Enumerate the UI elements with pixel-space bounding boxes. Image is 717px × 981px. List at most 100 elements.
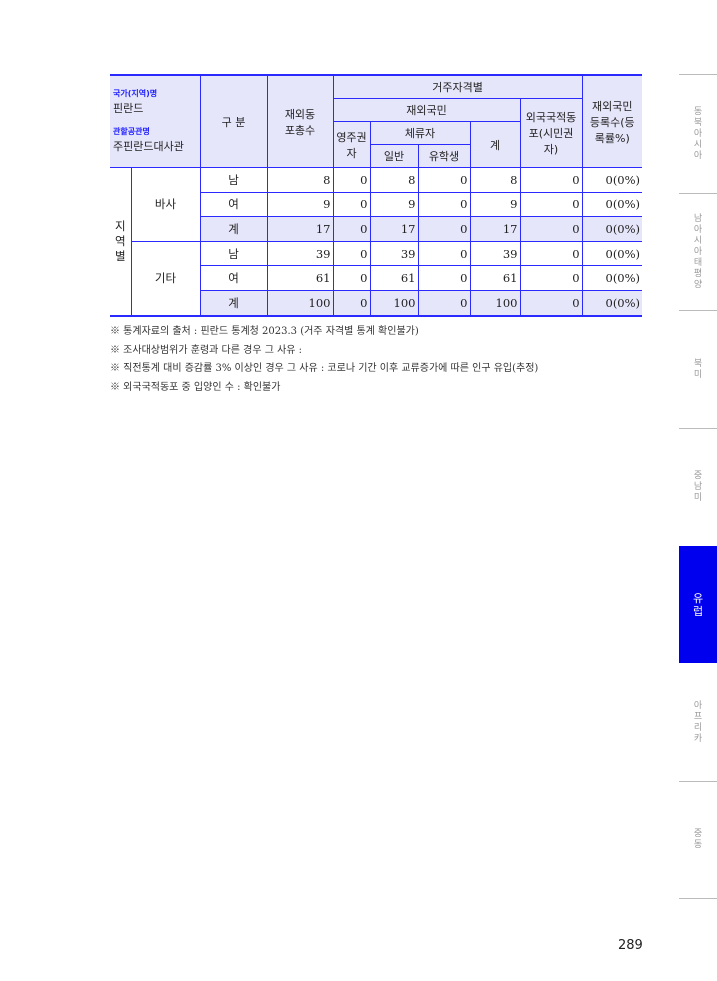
country-name: 핀란드	[113, 102, 144, 115]
permanent-header: 영주권자	[332, 121, 371, 168]
side-tab-7[interactable]: 중동	[679, 782, 717, 898]
table-row: 계 17 0 17 0 17 0 0(0%)	[110, 216, 643, 242]
registered-cell: 0(0%)	[581, 167, 643, 193]
registered-cell: 0(0%)	[581, 216, 643, 242]
table-row: 여 9 0 9 0 9 0 0(0%)	[110, 191, 643, 218]
permanent-cell: 0	[332, 240, 371, 267]
sex-cell: 계	[199, 216, 268, 242]
residence-header: 거주자격별	[332, 74, 583, 99]
divider	[679, 310, 717, 311]
side-tab-label: 중남미	[693, 470, 703, 503]
side-tab-2[interactable]: 남아시아태평양	[679, 194, 717, 310]
student-cell: 0	[417, 167, 471, 193]
sex-cell: 계	[199, 289, 268, 317]
side-tab-label: 북미	[693, 358, 703, 380]
sojourner-header: 체류자	[369, 121, 471, 145]
student-cell: 0	[417, 191, 471, 218]
total-cell: 8	[266, 167, 334, 193]
office-name: 주핀란드대사관	[113, 140, 184, 153]
sex-cell: 여	[199, 191, 268, 218]
divider	[679, 898, 717, 899]
side-tab-label: 아프리카	[693, 700, 703, 744]
area-name: 기타	[130, 240, 201, 317]
divider	[679, 781, 717, 782]
foreign-cell: 0	[519, 265, 583, 291]
subtotal-cell: 39	[469, 240, 521, 267]
registered-header: 재외국민등록수(등록률%)	[581, 74, 643, 168]
student-cell: 0	[417, 240, 471, 267]
permanent-cell: 0	[332, 216, 371, 242]
footnote: ※ 외국국적동포 중 입양인 수 : 확인불가	[110, 381, 281, 393]
general-header: 일반	[369, 144, 419, 168]
nationals-header: 재외국민	[332, 98, 521, 122]
permanent-cell: 0	[332, 167, 371, 193]
foreign-cell: 0	[519, 191, 583, 218]
registered-cell: 0(0%)	[581, 289, 643, 317]
side-tab-6[interactable]: 아프리카	[679, 664, 717, 781]
registered-cell: 0(0%)	[581, 240, 643, 267]
student-cell: 0	[417, 289, 471, 317]
student-header: 유학생	[417, 144, 471, 168]
office-label: 관할공관명	[113, 127, 150, 136]
divider	[679, 74, 717, 75]
total-cell: 100	[266, 289, 334, 317]
registered-cell: 0(0%)	[581, 265, 643, 291]
divider	[679, 428, 717, 429]
side-tab-5[interactable]: 유럽	[679, 546, 717, 663]
side-tab-label: 중동	[693, 829, 703, 850]
table-row: 지역별 바사 남 8 0 8 0 8 0 0(0%)	[110, 166, 643, 317]
general-cell: 17	[369, 216, 419, 242]
footnotes: ※ 통계자료의 출처 : 핀란드 통계청 2023.3 (거주 자격별 통계 확…	[110, 323, 538, 397]
divider	[679, 193, 717, 194]
sex-cell: 남	[199, 240, 268, 267]
side-tab-label: 남아시아태평양	[693, 213, 703, 290]
subtotal-cell: 9	[469, 191, 521, 218]
total-cell: 9	[266, 191, 334, 218]
subtotal-cell: 61	[469, 265, 521, 291]
general-cell: 8	[369, 167, 419, 193]
permanent-cell: 0	[332, 289, 371, 317]
registered-cell: 0(0%)	[581, 191, 643, 218]
country-info: 국가(지역)명 핀란드 관할공관명 주핀란드대사관	[110, 74, 201, 168]
permanent-cell: 0	[332, 265, 371, 291]
sex-cell: 여	[199, 265, 268, 291]
table-row: 계 100 0 100 0 100 0 0(0%)	[110, 289, 643, 317]
general-cell: 39	[369, 240, 419, 267]
subtotal-cell: 8	[469, 167, 521, 193]
foreign-cell: 0	[519, 289, 583, 317]
general-cell: 100	[369, 289, 419, 317]
side-tab-4[interactable]: 중남미	[679, 429, 717, 545]
total-header: 재외동포총수	[266, 74, 334, 168]
total-cell: 17	[266, 216, 334, 242]
page-number: 289	[618, 938, 643, 953]
table-row: 기타 남 39 0 39 0 39 0 0(0%)	[110, 240, 643, 317]
foreign-cell: 0	[519, 167, 583, 193]
side-tab-label: 동북아시아	[693, 106, 703, 161]
sex-cell: 남	[199, 167, 268, 193]
permanent-cell: 0	[332, 191, 371, 218]
side-tab-1[interactable]: 동북아시아	[679, 75, 717, 193]
general-cell: 9	[369, 191, 419, 218]
side-tab-label: 유럽	[693, 591, 704, 618]
foreign-cell: 0	[519, 240, 583, 267]
foreign-header: 외국국적동포(시민권자)	[519, 98, 583, 168]
subtotal-cell: 100	[469, 289, 521, 317]
student-cell: 0	[417, 216, 471, 242]
total-cell: 39	[266, 240, 334, 267]
student-cell: 0	[417, 265, 471, 291]
country-label: 국가(지역)명	[113, 89, 158, 98]
region-label: 지역별	[110, 166, 132, 317]
statistics-table: 국가(지역)명 핀란드 관할공관명 주핀란드대사관 구 분 재외동포총수 거주자…	[110, 74, 643, 317]
footnote: ※ 조사대상범위가 훈령과 다른 경우 그 사유 :	[110, 344, 303, 356]
general-cell: 61	[369, 265, 419, 291]
total-cell: 61	[266, 265, 334, 291]
category-header: 구 분	[199, 74, 268, 168]
table-row: 여 61 0 61 0 61 0 0(0%)	[110, 265, 643, 291]
foreign-cell: 0	[519, 216, 583, 242]
subtotal-cell: 17	[469, 216, 521, 242]
footnote: ※ 직전통계 대비 증감률 3% 이상인 경우 그 사유 : 코로나 기간 이후…	[110, 363, 539, 374]
side-tab-3[interactable]: 북미	[679, 311, 717, 428]
area-name: 바사	[130, 167, 201, 242]
footnote: ※ 통계자료의 출처 : 핀란드 통계청 2023.3 (거주 자격별 통계 확…	[110, 326, 419, 337]
